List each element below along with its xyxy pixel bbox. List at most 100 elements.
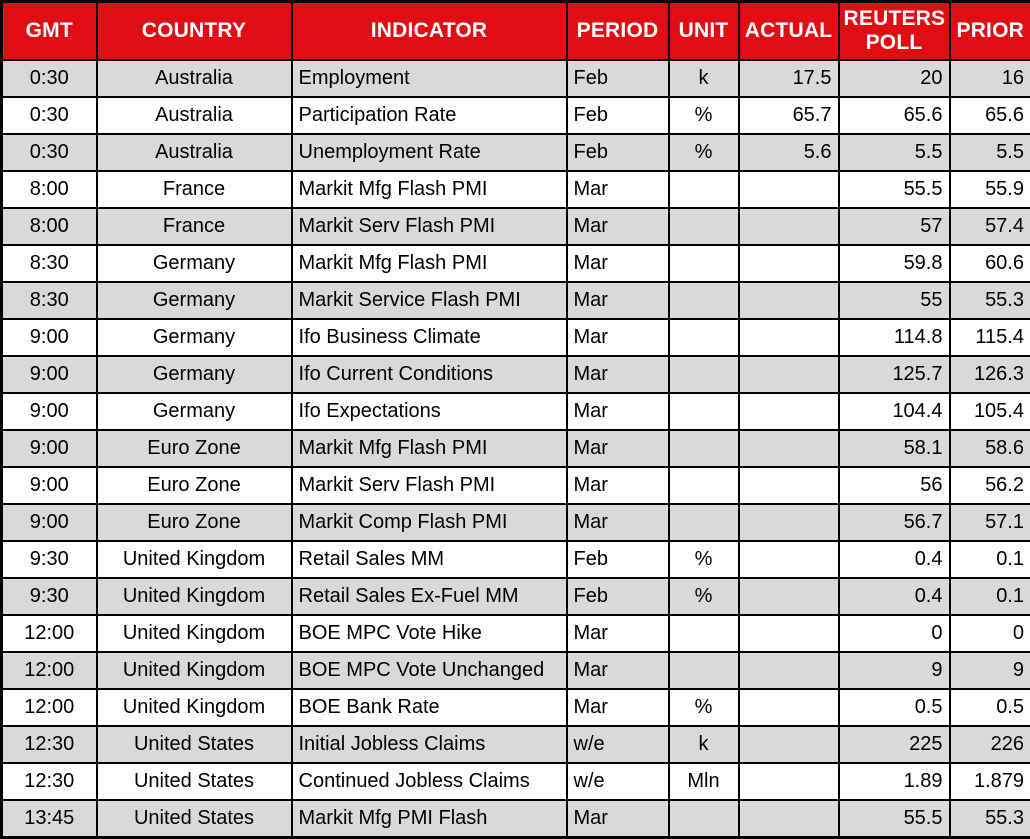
- cell-unit: [667, 206, 740, 246]
- cell-period: Mar: [565, 688, 670, 728]
- cell-country: Germany: [95, 391, 293, 431]
- cell-prior: 5.5: [948, 132, 1030, 172]
- cell-prior: 57.1: [948, 503, 1030, 543]
- cell-actual: [737, 280, 840, 320]
- cell-prior: 9: [948, 651, 1030, 691]
- cell-indicator: BOE MPC Vote Hike: [290, 614, 568, 654]
- cell-gmt: 9:30: [0, 540, 98, 580]
- table-row: 13:45 United States Markit Mfg PMI Flash Ma…: [0, 799, 1030, 839]
- cell-country: Germany: [95, 243, 293, 283]
- table-row: 9:30 United Kingdom Retail Sales Ex-Fuel M…: [0, 577, 1030, 617]
- col-header-reuters-poll: REUTERS POLL: [837, 0, 951, 61]
- cell-gmt: 9:00: [0, 391, 98, 431]
- cell-country: Australia: [95, 58, 293, 98]
- cell-gmt: 0:30: [0, 132, 98, 172]
- cell-indicator: Continued Jobless Claims: [290, 762, 568, 802]
- cell-poll: 225: [837, 725, 951, 765]
- cell-gmt: 8:30: [0, 243, 98, 283]
- table-row: 8:30 Germany Markit Service Flash PMI Mar 55…: [0, 280, 1030, 320]
- cell-prior: 0: [948, 614, 1030, 654]
- cell-prior: 55.9: [948, 169, 1030, 209]
- cell-country: Australia: [95, 132, 293, 172]
- cell-unit: [667, 799, 740, 839]
- cell-country: United States: [95, 725, 293, 765]
- cell-gmt: 12:00: [0, 651, 98, 691]
- table-row: 0:30 Australia Employment Feb k 17.5 20 16: [0, 58, 1030, 98]
- cell-actual: [737, 614, 840, 654]
- col-header-country: COUNTRY: [95, 0, 293, 61]
- table-row: 12:00 United Kingdom BOE MPC Vote Unchange…: [0, 651, 1030, 691]
- cell-actual: [737, 206, 840, 246]
- cell-gmt: 0:30: [0, 58, 98, 98]
- cell-period: Mar: [565, 799, 670, 839]
- cell-prior: 126.3: [948, 354, 1030, 394]
- cell-period: Mar: [565, 614, 670, 654]
- cell-period: Feb: [565, 577, 670, 617]
- cell-country: United Kingdom: [95, 651, 293, 691]
- cell-unit: [667, 280, 740, 320]
- table-body: 0:30 Australia Employment Feb k 17.5 20 16 0:30 A…: [0, 58, 1030, 839]
- cell-prior: 16: [948, 58, 1030, 98]
- cell-actual: [737, 466, 840, 506]
- cell-period: Mar: [565, 391, 670, 431]
- cell-indicator: Ifo Business Climate: [290, 317, 568, 357]
- cell-actual: [737, 243, 840, 283]
- table-row: 8:00 France Markit Serv Flash PMI Mar 57 57.4: [0, 206, 1030, 246]
- cell-country: United States: [95, 799, 293, 839]
- cell-country: France: [95, 169, 293, 209]
- cell-actual: [737, 540, 840, 580]
- cell-poll: 58.1: [837, 428, 951, 469]
- col-header-prior: PRIOR: [948, 0, 1030, 61]
- cell-indicator: Markit Serv Flash PMI: [290, 466, 568, 506]
- cell-period: Feb: [565, 58, 670, 98]
- cell-unit: %: [667, 95, 740, 135]
- cell-unit: [667, 503, 740, 543]
- table-row: 8:30 Germany Markit Mfg Flash PMI Mar 59.8 60…: [0, 243, 1030, 283]
- cell-poll: 20: [837, 58, 951, 98]
- cell-indicator: Markit Mfg PMI Flash: [290, 799, 568, 839]
- cell-country: Germany: [95, 354, 293, 394]
- cell-gmt: 9:00: [0, 317, 98, 357]
- cell-period: Feb: [565, 95, 670, 135]
- cell-prior: 226: [948, 725, 1030, 765]
- cell-gmt: 8:00: [0, 169, 98, 209]
- cell-period: Feb: [565, 540, 670, 580]
- cell-indicator: BOE MPC Vote Unchanged: [290, 651, 568, 691]
- col-header-unit: UNIT: [667, 0, 740, 61]
- cell-actual: 17.5: [737, 58, 840, 98]
- cell-unit: %: [667, 688, 740, 728]
- table-row: 9:00 Germany Ifo Current Conditions Mar 125.…: [0, 354, 1030, 394]
- cell-unit: [667, 651, 740, 691]
- cell-country: Euro Zone: [95, 428, 293, 469]
- table-row: 9:00 Euro Zone Markit Mfg Flash PMI Mar 58.1…: [0, 428, 1030, 469]
- cell-unit: [667, 614, 740, 654]
- cell-indicator: Retail Sales Ex-Fuel MM: [290, 577, 568, 617]
- cell-indicator: Participation Rate: [290, 95, 568, 135]
- cell-indicator: Markit Mfg Flash PMI: [290, 428, 568, 469]
- table-row: 9:30 United Kingdom Retail Sales MM Feb% 0.4…: [0, 540, 1030, 580]
- cell-unit: Mln: [667, 762, 740, 802]
- col-header-period: PERIOD: [565, 0, 670, 61]
- cell-indicator: Markit Service Flash PMI: [290, 280, 568, 320]
- cell-indicator: Ifo Current Conditions: [290, 354, 568, 394]
- cell-indicator: Markit Serv Flash PMI: [290, 206, 568, 246]
- cell-gmt: 9:00: [0, 503, 98, 543]
- cell-poll: 65.6: [837, 95, 951, 135]
- cell-prior: 0.1: [948, 577, 1030, 617]
- cell-actual: 5.6: [737, 132, 840, 172]
- cell-prior: 57.4: [948, 206, 1030, 246]
- table-row: 9:00 Germany Ifo Business Climate Mar 114.8 1…: [0, 317, 1030, 357]
- cell-actual: [737, 391, 840, 431]
- header-row: GMT COUNTRY INDICATOR PERIOD UNIT ACTUAL…: [0, 0, 1030, 61]
- cell-poll: 0: [837, 614, 951, 654]
- table-row: 12:00 United Kingdom BOE MPC Vote Hike Mar 0…: [0, 614, 1030, 654]
- col-header-actual: ACTUAL: [737, 0, 840, 61]
- cell-period: Mar: [565, 243, 670, 283]
- table-row: 12:00 United Kingdom BOE Bank Rate Mar% 0.5 0…: [0, 688, 1030, 728]
- table-row: 9:00 Euro Zone Markit Serv Flash PMI Mar 56 5…: [0, 466, 1030, 506]
- cell-prior: 0.5: [948, 688, 1030, 728]
- cell-gmt: 9:00: [0, 354, 98, 394]
- cell-poll: 0.5: [837, 688, 951, 728]
- cell-country: United Kingdom: [95, 577, 293, 617]
